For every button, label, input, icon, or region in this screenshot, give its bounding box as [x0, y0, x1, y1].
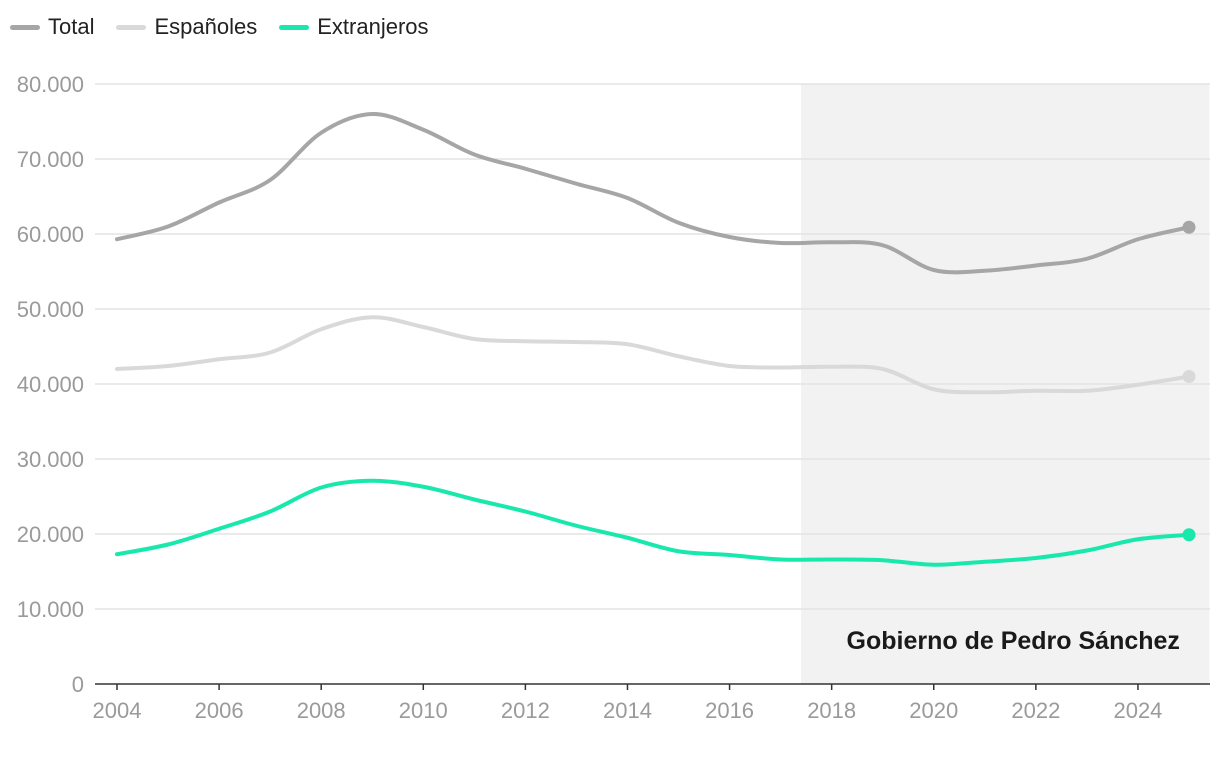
- x-tick-label: 2022: [1011, 698, 1060, 723]
- axis-layer: 0 10.000 20.000 30.000 40.000 50.000 60.000 70.…: [17, 72, 1210, 723]
- legend-label-extranjeros: Extranjeros: [317, 14, 429, 39]
- x-tick-label: 2018: [807, 698, 856, 723]
- series-line-espanoles: [115, 315, 1191, 395]
- x-tick-label: 2014: [603, 698, 652, 723]
- legend-label-espanoles: Españoles: [154, 14, 258, 39]
- x-tick-label: 2012: [501, 698, 550, 723]
- y-tick-label: 70.000: [17, 147, 84, 172]
- x-tick-label: 2008: [297, 698, 346, 723]
- legend-swatch-espanoles: [116, 24, 147, 30]
- legend-item-extranjeros[interactable]: Extranjeros: [279, 14, 429, 40]
- series-line-total: [115, 111, 1191, 275]
- series-end-point-total[interactable]: [1182, 220, 1196, 234]
- series-end-point-espanoles[interactable]: [1182, 370, 1196, 383]
- series-line-extranjeros: [115, 478, 1191, 567]
- y-tick-label: 30.000: [17, 447, 84, 472]
- y-tick-label: 80.000: [17, 72, 84, 97]
- x-tick-label: 2006: [195, 698, 244, 723]
- chart-legend: Total Españoles Extranjeros: [10, 14, 429, 40]
- x-tick-label: 2024: [1113, 698, 1162, 723]
- x-tick-label: 2004: [93, 698, 142, 723]
- legend-swatch-total: [10, 24, 40, 30]
- legend-label-total: Total: [48, 14, 95, 39]
- legend-swatch-extranjeros: [279, 24, 310, 30]
- series-end-point-extranjeros[interactable]: [1182, 528, 1196, 542]
- y-tick-label: 0: [72, 672, 84, 697]
- y-tick-label: 10.000: [17, 597, 84, 622]
- series-layer: [115, 111, 1196, 567]
- x-tick-label: 2016: [705, 698, 754, 723]
- x-tick-label: 2010: [399, 698, 448, 723]
- y-tick-label: 20.000: [17, 522, 84, 547]
- y-tick-label: 60.000: [17, 222, 84, 247]
- label-layer: Gobierno de Pedro Sánchez: [847, 627, 1180, 655]
- grid-layer: [95, 83, 1210, 610]
- y-tick-label: 50.000: [17, 297, 84, 322]
- y-tick-label: 40.000: [17, 372, 84, 397]
- legend-item-espanoles[interactable]: Españoles: [116, 14, 257, 40]
- x-tick-label: 2020: [909, 698, 958, 723]
- legend-item-total[interactable]: Total: [10, 14, 94, 40]
- shaded-region-label: Gobierno de Pedro Sánchez: [847, 627, 1180, 655]
